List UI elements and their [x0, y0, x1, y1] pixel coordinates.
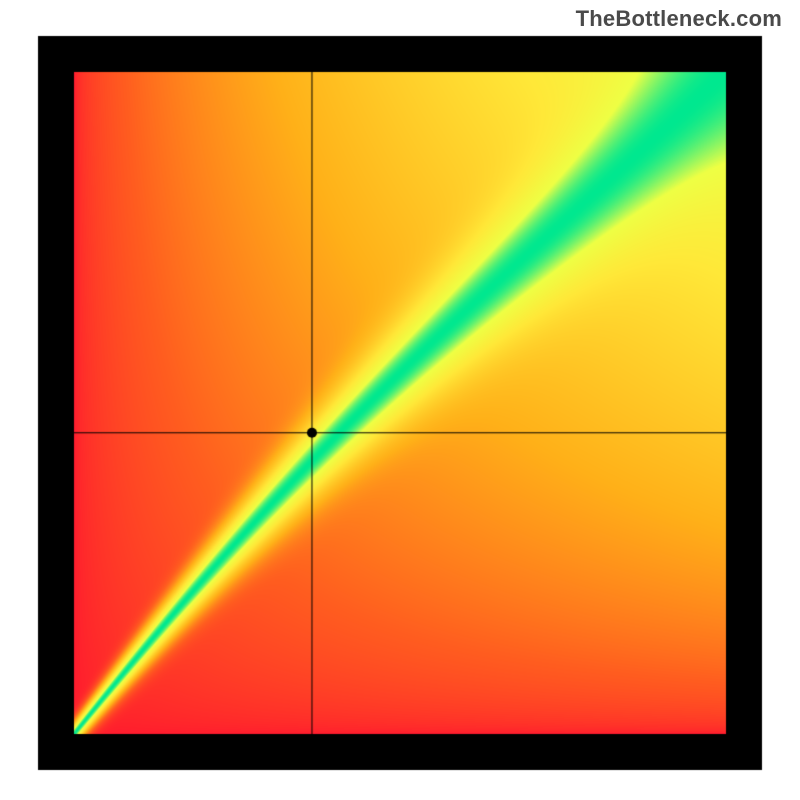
bottleneck-heatmap [0, 0, 800, 800]
watermark-text: TheBottleneck.com [576, 6, 782, 32]
chart-container: TheBottleneck.com [0, 0, 800, 800]
